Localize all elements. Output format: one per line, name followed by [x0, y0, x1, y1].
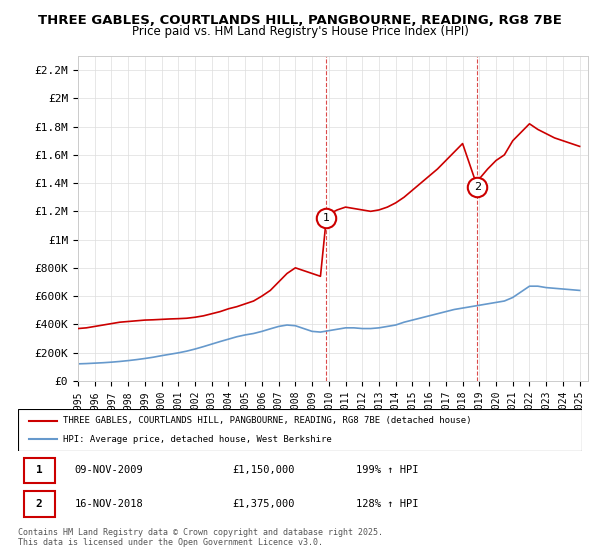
Text: 2: 2 [36, 499, 43, 509]
Text: HPI: Average price, detached house, West Berkshire: HPI: Average price, detached house, West… [63, 435, 332, 444]
Text: 16-NOV-2018: 16-NOV-2018 [74, 499, 143, 509]
FancyBboxPatch shape [23, 492, 55, 516]
Text: 09-NOV-2009: 09-NOV-2009 [74, 465, 143, 475]
Text: THREE GABLES, COURTLANDS HILL, PANGBOURNE, READING, RG8 7BE (detached house): THREE GABLES, COURTLANDS HILL, PANGBOURN… [63, 416, 472, 425]
FancyBboxPatch shape [18, 409, 582, 451]
Text: 2: 2 [474, 181, 481, 192]
Text: THREE GABLES, COURTLANDS HILL, PANGBOURNE, READING, RG8 7BE: THREE GABLES, COURTLANDS HILL, PANGBOURN… [38, 14, 562, 27]
Text: Price paid vs. HM Land Registry's House Price Index (HPI): Price paid vs. HM Land Registry's House … [131, 25, 469, 38]
Text: 1: 1 [323, 213, 330, 223]
Text: £1,375,000: £1,375,000 [232, 499, 295, 509]
FancyBboxPatch shape [23, 458, 55, 483]
Text: 128% ↑ HPI: 128% ↑ HPI [356, 499, 419, 509]
Text: £1,150,000: £1,150,000 [232, 465, 295, 475]
Text: 1: 1 [36, 465, 43, 475]
Text: Contains HM Land Registry data © Crown copyright and database right 2025.
This d: Contains HM Land Registry data © Crown c… [18, 528, 383, 547]
Text: 199% ↑ HPI: 199% ↑ HPI [356, 465, 419, 475]
